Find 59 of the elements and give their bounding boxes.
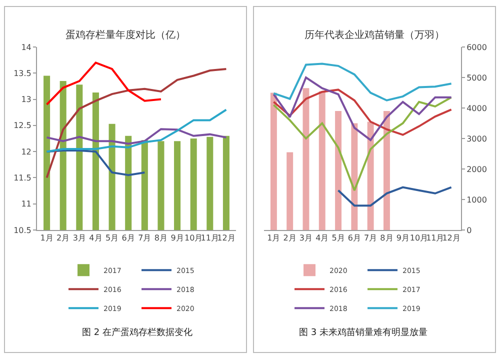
y-tick-label: 11 bbox=[21, 200, 32, 209]
x-tick-label: 5月 bbox=[332, 234, 345, 243]
y-tick-label: 10.5 bbox=[14, 226, 32, 235]
caption: 图 2 在产蛋鸡存栏数据变化 bbox=[82, 327, 192, 338]
x-tick-label: 4月 bbox=[89, 234, 102, 243]
chart-title: 蛋鸡存栏量年度对比（亿） bbox=[66, 29, 186, 42]
y-tick-label: 12.5 bbox=[14, 121, 32, 130]
x-tick-label: 4月 bbox=[316, 234, 329, 243]
x-tick-label: 2月 bbox=[56, 234, 70, 243]
x-tick-label: 10月 bbox=[184, 234, 203, 243]
y-tick-label: 14 bbox=[21, 42, 32, 52]
bar bbox=[351, 123, 358, 230]
bar bbox=[367, 122, 374, 230]
bar bbox=[335, 111, 342, 230]
line-series bbox=[46, 68, 228, 179]
y2-tick-label: 2000 bbox=[466, 164, 487, 174]
x-tick-label: 3月 bbox=[72, 234, 86, 243]
y2-tick-label: 0 bbox=[466, 226, 472, 235]
x-tick-label: 12月 bbox=[442, 234, 460, 243]
x-tick-label: 1月 bbox=[267, 234, 280, 243]
x-tick-label: 8月 bbox=[154, 234, 168, 243]
x-tick-label: 1月 bbox=[40, 234, 54, 243]
line-series bbox=[272, 76, 452, 142]
x-tick-label: 6月 bbox=[122, 234, 135, 243]
y-tick-label: 11.5 bbox=[14, 174, 32, 183]
chart-title: 历年代表企业鸡苗销量（万羽） bbox=[304, 29, 444, 42]
bar bbox=[286, 152, 294, 230]
bar bbox=[270, 92, 277, 230]
y-tick-label: 13 bbox=[21, 95, 32, 104]
y2-tick-label: 1000 bbox=[466, 195, 487, 204]
line-series bbox=[46, 128, 228, 145]
x-tick-label: 11月 bbox=[200, 234, 219, 243]
line-series bbox=[272, 96, 452, 192]
caption: 图 3 未来鸡苗销量难有明显放量 bbox=[299, 327, 428, 338]
bar bbox=[383, 111, 390, 230]
x-tick-label: 9月 bbox=[396, 234, 410, 243]
bar bbox=[318, 91, 326, 230]
y2-tick-label: 4000 bbox=[466, 104, 487, 113]
y-tick-label: 12 bbox=[21, 147, 32, 156]
line-series bbox=[272, 62, 452, 102]
y2-tick-label: 5000 bbox=[466, 73, 487, 82]
x-tick-label: 10月 bbox=[410, 234, 428, 243]
y-tick-label: 13.5 bbox=[14, 68, 32, 78]
y2-tick-label: 3000 bbox=[466, 134, 487, 144]
x-tick-label: 8月 bbox=[380, 234, 394, 243]
line-series bbox=[337, 186, 452, 207]
x-tick-label: 5月 bbox=[105, 234, 119, 243]
line-series bbox=[46, 108, 228, 153]
x-tick-label: 2月 bbox=[283, 234, 296, 243]
x-tick-label: 7月 bbox=[364, 234, 378, 243]
x-tick-label: 3月 bbox=[299, 234, 313, 243]
line-series bbox=[46, 62, 162, 106]
x-tick-label: 11月 bbox=[426, 234, 444, 243]
x-tick-label: 7月 bbox=[138, 234, 152, 243]
line-series bbox=[272, 88, 452, 136]
x-tick-label: 6月 bbox=[348, 234, 361, 243]
y2-tick-label: 6000 bbox=[466, 42, 487, 52]
x-tick-label: 12月 bbox=[217, 234, 236, 243]
x-tick-label: 9月 bbox=[170, 234, 184, 243]
